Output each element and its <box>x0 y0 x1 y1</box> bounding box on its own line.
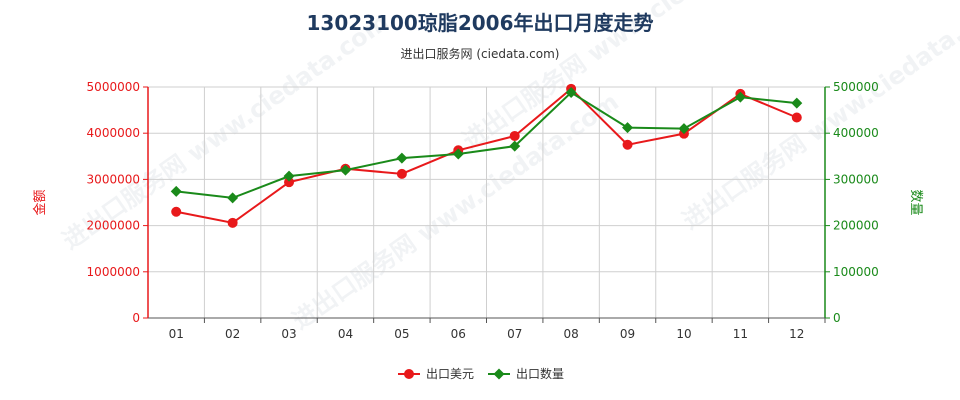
data-point <box>227 217 238 228</box>
x-tick-label: 09 <box>620 327 635 341</box>
data-point <box>791 112 802 123</box>
legend-marker <box>493 368 505 380</box>
series-layer <box>170 83 803 228</box>
data-point <box>509 140 521 152</box>
y-axis-right-title: 数量 <box>908 189 923 215</box>
x-tick-label: 03 <box>281 327 296 341</box>
series-line <box>176 91 797 199</box>
legend-marker <box>404 369 414 379</box>
y-left-tick-label: 2000000 <box>87 219 140 233</box>
series-quantity <box>170 87 803 204</box>
y-right-tick-label: 200000 <box>833 219 879 233</box>
data-point <box>734 91 746 103</box>
data-point <box>171 206 182 217</box>
y-left-tick-label: 1000000 <box>87 265 140 279</box>
x-tick-label: 04 <box>338 327 353 341</box>
x-tick-label: 07 <box>507 327 522 341</box>
y-right-tick-label: 400000 <box>833 126 879 140</box>
y-right-tick-label: 0 <box>833 311 841 325</box>
x-tick-label: 08 <box>563 327 578 341</box>
legend: 出口美元 出口数量 <box>398 366 564 381</box>
data-point <box>339 164 351 176</box>
y-left-tick-label: 4000000 <box>87 126 140 140</box>
legend-item: 出口美元 <box>398 367 474 381</box>
watermark-text: 进出口服务网 www.ciedata.com <box>287 88 623 335</box>
series-line <box>176 87 798 224</box>
data-point <box>452 148 464 160</box>
x-tick-label: 01 <box>169 327 184 341</box>
y-axis-left-title: 金额 <box>32 189 48 215</box>
x-tick-label: 05 <box>394 327 409 341</box>
y-left-tick-label: 3000000 <box>87 172 140 186</box>
data-point <box>509 130 520 141</box>
legend-label: 出口数量 <box>516 366 564 381</box>
y-left-tick-label: 5000000 <box>87 80 140 94</box>
data-point <box>791 97 803 109</box>
data-point <box>565 87 577 99</box>
chart-subtitle: 进出口服务网 (ciedata.com) <box>401 46 560 61</box>
data-point <box>283 170 295 182</box>
data-point <box>284 177 295 188</box>
x-tick-label: 06 <box>451 327 466 341</box>
axes: 0100000020000003000000400000050000000100… <box>87 80 879 341</box>
x-tick-label: 11 <box>733 327 748 341</box>
x-tick-label: 10 <box>676 327 691 341</box>
legend-label: 出口美元 <box>426 367 474 381</box>
legend-item: 出口数量 <box>488 366 564 381</box>
y-right-tick-label: 100000 <box>833 265 879 279</box>
y-right-tick-label: 300000 <box>833 172 879 186</box>
data-point <box>170 185 182 197</box>
y-left-tick-label: 0 <box>132 311 140 325</box>
x-tick-label: 12 <box>789 327 804 341</box>
data-point <box>396 168 407 179</box>
data-point <box>622 139 633 150</box>
data-point <box>396 152 408 164</box>
y-right-tick-label: 500000 <box>833 80 879 94</box>
chart-title: 13023100琼脂2006年出口月度走势 <box>307 11 654 35</box>
x-tick-label: 02 <box>225 327 240 341</box>
data-point <box>622 122 634 134</box>
data-point <box>678 123 690 135</box>
data-point <box>227 192 239 204</box>
